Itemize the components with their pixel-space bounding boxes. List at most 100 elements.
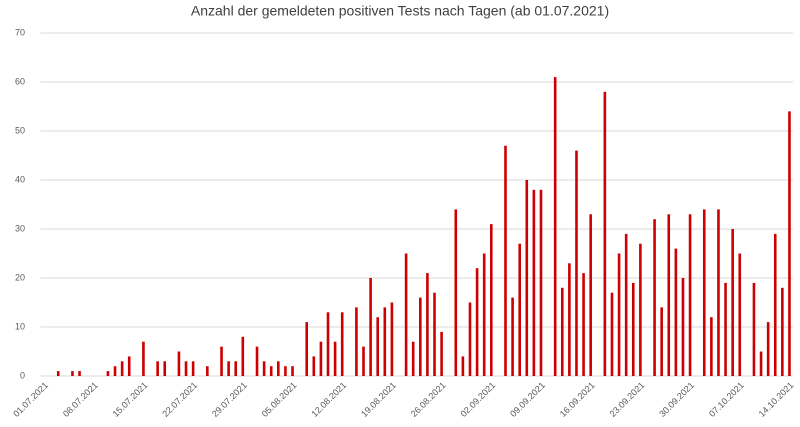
bar [206, 366, 209, 376]
y-tick-label: 20 [15, 272, 25, 282]
bar [788, 111, 791, 377]
bar [71, 371, 74, 376]
y-tick-label: 30 [15, 223, 25, 233]
bar [184, 361, 188, 376]
x-tick-label: 22.07.2021 [160, 380, 199, 419]
bar [454, 209, 458, 376]
bar [362, 346, 365, 376]
bar [475, 268, 479, 376]
bar [738, 253, 742, 376]
bar [610, 292, 614, 376]
bar [504, 145, 507, 376]
bar [752, 282, 756, 376]
x-tick-label: 08.07.2021 [61, 380, 100, 419]
bar [277, 361, 280, 376]
x-tick-label: 30.09.2021 [657, 380, 696, 419]
bar [759, 351, 763, 376]
bar [717, 209, 720, 376]
bar [433, 292, 436, 376]
bar [376, 317, 380, 376]
bar [660, 307, 663, 376]
bar [560, 287, 564, 376]
bar [127, 356, 131, 376]
bar [766, 322, 770, 376]
bar [78, 371, 81, 376]
x-tick-label: 09.09.2021 [508, 380, 547, 419]
bar [383, 307, 387, 376]
bar [617, 253, 621, 376]
bar [255, 346, 259, 376]
y-tick-label: 0 [20, 370, 25, 380]
bar [177, 351, 181, 376]
bar [113, 366, 117, 376]
bar [653, 219, 656, 376]
y-tick-label: 70 [15, 27, 25, 37]
bar [369, 278, 372, 376]
x-tick-label: 16.09.2021 [558, 380, 597, 419]
bar [639, 243, 642, 376]
y-tick-label: 40 [15, 174, 25, 184]
bar [582, 273, 585, 376]
bar [333, 341, 337, 376]
bar [553, 77, 557, 376]
bar [241, 336, 245, 376]
bar [781, 287, 784, 376]
x-tick-label: 15.07.2021 [111, 380, 150, 419]
bar [120, 361, 124, 376]
x-tick-label: 29.07.2021 [210, 380, 249, 419]
bar [234, 361, 238, 376]
bar [305, 322, 309, 376]
x-tick-label: 19.08.2021 [359, 380, 398, 419]
bar [568, 263, 571, 376]
x-tick-label: 23.09.2021 [608, 380, 647, 419]
x-tick-label: 05.08.2021 [260, 380, 299, 419]
bar [220, 346, 223, 376]
bar [326, 312, 330, 376]
bar [106, 371, 110, 376]
bar [674, 248, 678, 376]
bar [667, 214, 671, 376]
bar [681, 278, 685, 376]
x-tick-label: 12.08.2021 [309, 380, 348, 419]
bar [440, 331, 443, 376]
bar [340, 312, 344, 376]
bar [631, 282, 635, 376]
bar [702, 209, 706, 376]
bar [710, 317, 713, 376]
bar [291, 366, 294, 376]
bar [773, 233, 777, 376]
bar [411, 341, 415, 376]
bar [426, 273, 429, 376]
bar [163, 361, 167, 376]
x-tick-label: 01.07.2021 [11, 380, 50, 419]
bar [539, 189, 543, 376]
bar [269, 366, 273, 376]
bar [482, 253, 486, 376]
bar [56, 371, 60, 376]
bar [461, 356, 465, 376]
bar [142, 341, 145, 376]
bar [227, 361, 230, 376]
bar [191, 361, 195, 376]
bar [489, 224, 493, 376]
bar [511, 297, 514, 376]
bar [575, 150, 578, 376]
x-tick-label: 07.10.2021 [707, 380, 746, 419]
bar [731, 229, 734, 376]
y-tick-label: 50 [15, 125, 25, 135]
bar [418, 297, 422, 376]
bar [390, 302, 394, 376]
bar [724, 282, 727, 376]
bar [525, 180, 529, 376]
bar [156, 361, 159, 376]
bar [532, 189, 536, 376]
bar [468, 302, 472, 376]
bar [312, 356, 316, 376]
y-tick-label: 10 [15, 321, 25, 331]
bar [284, 366, 287, 376]
x-tick-label: 26.08.2021 [409, 380, 448, 419]
bar [518, 243, 521, 376]
bar [319, 341, 323, 376]
bar [404, 253, 408, 376]
